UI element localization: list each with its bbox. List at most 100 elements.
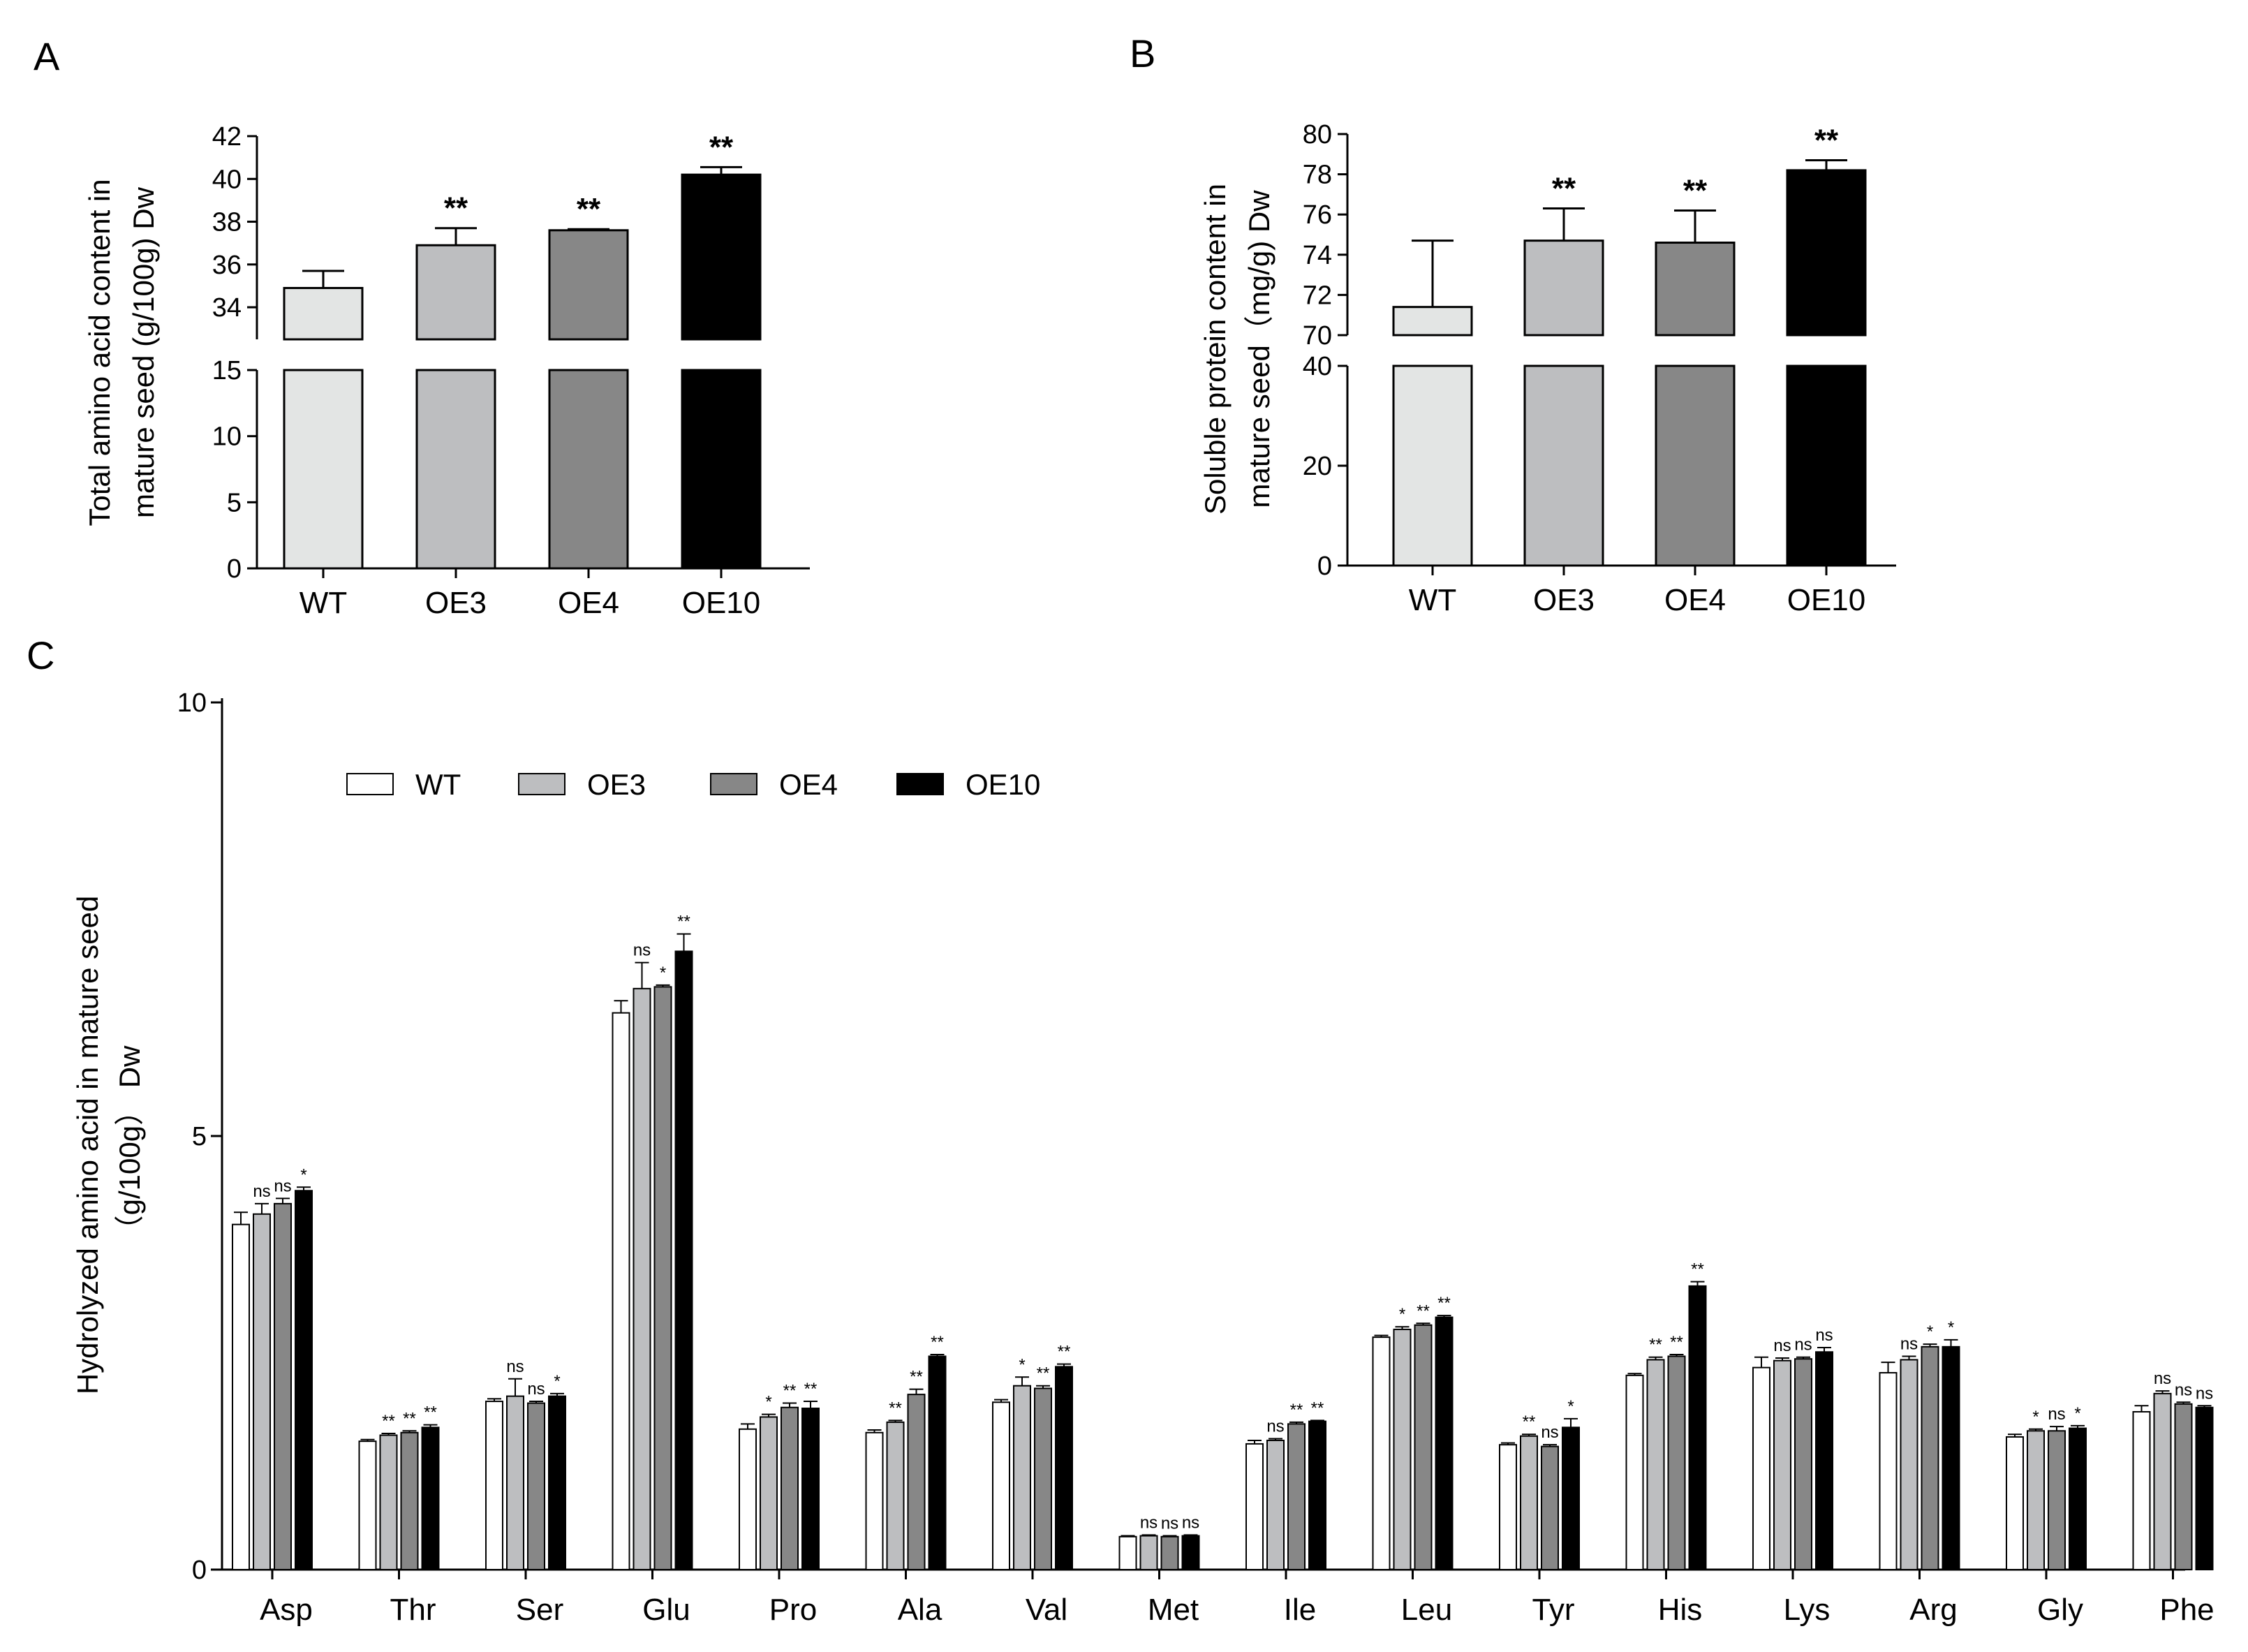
chart-c-bar: [548, 1395, 566, 1570]
chart-a-significance-label: **: [444, 191, 468, 226]
chart-c-significance-label: ns: [1161, 1514, 1178, 1533]
chart-b-upper-tick-label: 74: [1303, 241, 1332, 270]
chart-c-bar: [1773, 1359, 1791, 1570]
chart-c-bar: [739, 1428, 757, 1571]
chart-c-ticks: 0 5 10 Asp Thr Ser Glu Pro Ala Val Met Ile Leu Tyr His…: [177, 688, 2214, 1627]
chart-c-bar: [1646, 1359, 1665, 1571]
panel-label-c: C: [27, 633, 54, 677]
chart-a-lower-tick-label: 5: [227, 488, 242, 517]
chart-c-significance-label: ns: [1182, 1513, 1199, 1532]
chart-c-bar: [1013, 1385, 1031, 1571]
chart-c-significance-label: **: [1290, 1401, 1303, 1419]
chart-c-bar: [886, 1421, 905, 1570]
chart-a-category-label: WT: [300, 586, 347, 620]
chart-a-upper-tick-label: 38: [212, 208, 242, 237]
chart-a-category-label: OE10: [682, 586, 761, 620]
chart-c-significance-label: *: [1399, 1305, 1405, 1324]
chart-c-significance-label: **: [910, 1368, 923, 1387]
chart-a-y-label-line-2: mature seed (g/100g) Dw: [127, 186, 160, 518]
chart-c-category-label: Tyr: [1532, 1593, 1574, 1627]
chart-c-category-label: Pro: [769, 1593, 817, 1627]
chart-c-significance-label: **: [382, 1412, 395, 1431]
chart-c-significance-label: *: [1927, 1322, 1933, 1341]
chart-c-bar: [506, 1395, 524, 1570]
chart-c-bar: [2027, 1430, 2045, 1571]
chart-c-category-label: Ile: [1284, 1593, 1316, 1627]
chart-b-significance-label: **: [1814, 123, 1839, 157]
chart-c-bar: [781, 1406, 799, 1570]
chart-c-bar: [274, 1202, 292, 1570]
chart-c-legend-swatch: [896, 773, 944, 795]
panel-label-b: B: [1130, 31, 1155, 75]
chart-a-significance-label: **: [709, 130, 734, 164]
chart-c-category-label: Lys: [1784, 1593, 1831, 1627]
chart-b-significance-label: **: [1552, 172, 1576, 206]
chart-c-bar: [1942, 1345, 1960, 1571]
chart-a-bar-lower: [283, 369, 364, 570]
chart-c-category-label: Phe: [2159, 1593, 2214, 1627]
chart-c-bar: [1308, 1420, 1326, 1571]
chart-c-significance-label: **: [804, 1380, 818, 1399]
chart-c-bar: [2174, 1403, 2193, 1570]
chart-a-upper-tick-label: 34: [212, 293, 242, 323]
chart-b-bar-lower: [1523, 364, 1604, 567]
chart-c-bar: [1752, 1366, 1770, 1570]
chart-c-bar: [1794, 1358, 1812, 1570]
chart-c-bar: [1625, 1374, 1644, 1570]
chart-c-legend-swatch: [346, 773, 394, 795]
chart-c-bar: [612, 1012, 630, 1570]
chart-c-bar: [1435, 1316, 1454, 1570]
chart-c-bar: [253, 1213, 271, 1571]
chart-a-bar-lower: [681, 369, 762, 570]
chart-a-upper-tick-label: 36: [212, 251, 242, 280]
chart-c-bar: [674, 950, 693, 1570]
chart-b: Soluble protein content in mature seed（m…: [1199, 120, 1896, 617]
chart-c-legend-swatch: [518, 773, 565, 795]
chart-b-category-label: OE4: [1664, 583, 1726, 617]
chart-c-bar: [1287, 1423, 1306, 1570]
chart-c-category-label: Ser: [516, 1593, 563, 1627]
chart-c-significance-label: *: [300, 1165, 306, 1184]
chart-c-significance-label: *: [765, 1393, 771, 1412]
chart-c-significance-label: **: [677, 913, 690, 931]
chart-c-bar: [1520, 1435, 1538, 1570]
chart-c-bar: [1245, 1443, 1264, 1570]
chart-b-y-label-line-1: Soluble protein content in: [1199, 184, 1232, 515]
chart-a-bar-upper: [415, 244, 496, 341]
chart-c-bar: [1266, 1439, 1285, 1570]
chart-c-bar: [527, 1402, 545, 1571]
chart-c-bar: [1414, 1324, 1433, 1570]
chart-c-significance-label: **: [1437, 1294, 1451, 1313]
chart-c-significance-label: *: [660, 964, 666, 982]
chart-c-significance-label: ns: [253, 1182, 270, 1201]
chart-c-significance-label: **: [1417, 1301, 1430, 1320]
chart-c-bar: [400, 1431, 419, 1570]
chart-c-significance-label: ns: [2048, 1405, 2065, 1424]
chart-c-bar: [295, 1190, 313, 1570]
chart-c-bar: [2153, 1392, 2172, 1571]
chart-b-lower-tick-label: 0: [1317, 552, 1332, 581]
chart-c-bar: [1688, 1285, 1707, 1570]
chart-c-category-label: Arg: [1909, 1593, 1957, 1627]
chart-c-category-label: Leu: [1401, 1593, 1452, 1627]
chart-a-bar-lower: [415, 369, 496, 570]
chart-a-bars: ** ** **: [283, 130, 762, 570]
chart-c-bar: [485, 1401, 503, 1570]
chart-c-y-tick-label: 5: [192, 1122, 207, 1151]
chart-c-bar: [1372, 1336, 1391, 1571]
chart-c-bar: [379, 1434, 398, 1570]
chart-c-bar: [907, 1394, 926, 1570]
chart-c-significance-label: *: [554, 1372, 560, 1391]
chart-c-bar: [801, 1407, 820, 1571]
chart-a: Total amino acid content in mature seed …: [83, 122, 810, 620]
chart-b-lower-tick-label: 20: [1303, 452, 1332, 481]
chart-c-significance-label: ns: [527, 1380, 545, 1399]
chart-c-bar: [1879, 1372, 1898, 1571]
chart-c-significance-label: **: [783, 1382, 797, 1401]
panel-label-a: A: [34, 34, 60, 78]
chart-c-category-label: Glu: [642, 1593, 690, 1627]
chart-a-category-label: OE3: [425, 586, 487, 620]
chart-a-bar-upper: [681, 173, 762, 341]
chart-b-bar-upper: [1655, 242, 1736, 337]
chart-b-bar-upper: [1786, 169, 1867, 337]
